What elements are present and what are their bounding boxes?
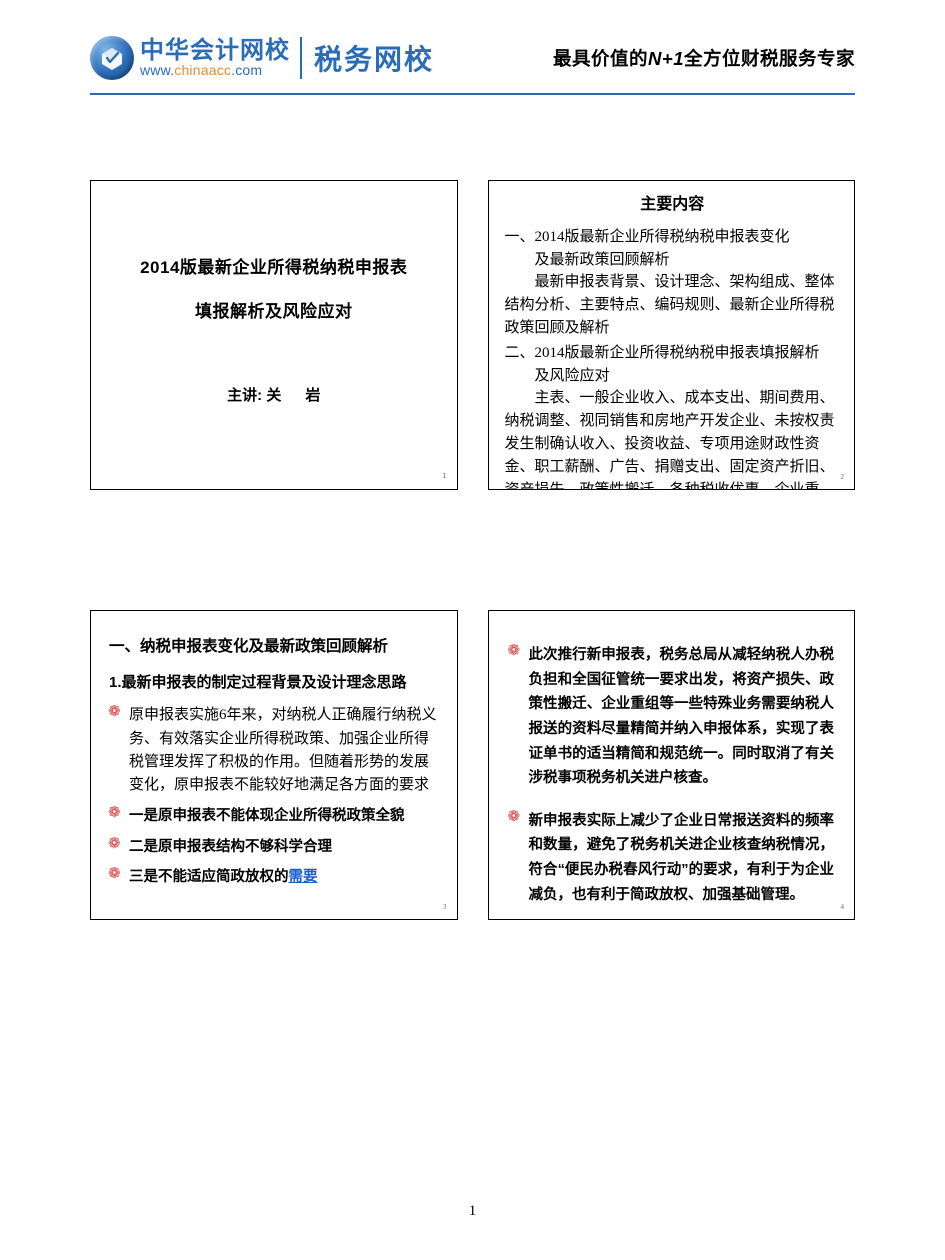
- flower-icon: [109, 870, 123, 884]
- slide1-subtitle: 填报解析及风险应对: [195, 299, 353, 325]
- slide1-pagenum: 1: [443, 472, 447, 483]
- tagline-tail: 全方位财税服务专家: [684, 48, 855, 69]
- slide4-bullet-2: 新申报表实际上减少了企业日常报送资料的频率和数量，避免了税务机关进企业核查纳税情…: [509, 809, 835, 908]
- slide-3: 一、纳税申报表变化及最新政策回顾解析 1.最新申报表的制定过程背景及设计理念思路…: [90, 610, 458, 920]
- logo-icon: [90, 36, 134, 80]
- page-footer: 1: [0, 1203, 945, 1220]
- slide3-b2-text: 一是原申报表不能体现企业所得税政策全貌: [129, 805, 439, 827]
- page-header: 中华会计网校 www.chinaacc.com 税务网校 最具价值的N+1全方位…: [90, 25, 855, 95]
- flower-icon: [509, 647, 523, 661]
- slide4-bullet-1: 此次推行新申报表，税务总局从减轻纳税人办税负担和全国征管统一要求出发，将资产损失…: [509, 643, 835, 791]
- tagline-head: 最具价值的: [553, 48, 648, 69]
- logo-en-prefix: www.: [140, 62, 174, 78]
- slide1-title: 2014版最新企业所得税纳税申报表: [140, 255, 407, 281]
- slide4-b1-text: 此次推行新申报表，税务总局从减轻纳税人办税负担和全国征管统一要求出发，将资产损失…: [529, 643, 835, 791]
- slide4-b2-text: 新申报表实际上减少了企业日常报送资料的频率和数量，避免了税务机关进企业核查纳税情…: [529, 809, 835, 908]
- slide3-b4-link[interactable]: 需要: [289, 869, 318, 885]
- slides-grid: 2014版最新企业所得税纳税申报表 填报解析及风险应对 主讲: 关 岩 1 主要内…: [90, 180, 855, 920]
- site-title: 税务网校: [314, 38, 434, 78]
- slide-4: 此次推行新申报表，税务总局从减轻纳税人办税负担和全国征管统一要求出发，将资产损失…: [488, 610, 856, 920]
- logo-en-orange: chinaacc: [174, 62, 231, 78]
- slide3-bullet-3: 二是原申报表结构不够科学合理: [109, 836, 439, 858]
- slide3-b1-text: 原申报表实施6年来，对纳税人正确履行纳税义务、有效落实企业所得税政策、加强企业所…: [129, 704, 439, 797]
- speaker-name: 岩: [305, 387, 320, 404]
- slide-1: 2014版最新企业所得税纳税申报表 填报解析及风险应对 主讲: 关 岩 1: [90, 180, 458, 490]
- slide2-para1: 最新申报表背景、设计理念、架构组成、整体结构分析、主要特点、编码规则、最新企业所…: [505, 271, 841, 339]
- slide3-b3-text: 二是原申报表结构不够科学合理: [129, 836, 439, 858]
- slide2-heading: 主要内容: [505, 193, 841, 218]
- logo-cn-text: 中华会计网校: [140, 39, 290, 63]
- slide3-bullet-2: 一是原申报表不能体现企业所得税政策全貌: [109, 805, 439, 827]
- slide2-sec2b: 及风险应对: [505, 365, 841, 388]
- slide2-sec1b: 及最新政策回顾解析: [505, 249, 841, 272]
- tagline-n1: N+1: [648, 48, 684, 69]
- slide3-pagenum: 3: [443, 902, 447, 913]
- logo-block: 中华会计网校 www.chinaacc.com: [90, 36, 290, 80]
- slide3-h2: 1.最新申报表的制定过程背景及设计理念思路: [109, 671, 439, 694]
- slide2-sec1: 一、2014版最新企业所得税纳税申报表变化: [505, 226, 841, 249]
- vertical-divider: [300, 37, 302, 79]
- logo-en-suffix: .com: [231, 62, 262, 78]
- slide3-bullet-4: 三是不能适应简政放权的需要: [109, 866, 439, 888]
- slide-2: 主要内容 一、2014版最新企业所得税纳税申报表变化 及最新政策回顾解析 最新申…: [488, 180, 856, 490]
- slide2-pagenum: 2: [841, 472, 845, 483]
- slide1-speaker: 主讲: 关 岩: [227, 384, 320, 407]
- slide3-b4-a: 三是不能适应简政放权的: [129, 869, 289, 885]
- logo-en-text: www.chinaacc.com: [140, 63, 290, 77]
- slide2-sec2: 二、2014版最新企业所得税纳税申报表填报解析: [505, 342, 841, 365]
- slide3-h1: 一、纳税申报表变化及最新政策回顾解析: [109, 635, 439, 659]
- slide3-b4-text: 三是不能适应简政放权的需要: [129, 866, 439, 888]
- flower-icon: [109, 708, 123, 722]
- flower-icon: [109, 809, 123, 823]
- slide4-pagenum: 4: [841, 902, 845, 913]
- slide3-bullet-1: 原申报表实施6年来，对纳税人正确履行纳税义务、有效落实企业所得税政策、加强企业所…: [109, 704, 439, 797]
- flower-icon: [109, 840, 123, 854]
- logo-text: 中华会计网校 www.chinaacc.com: [140, 39, 290, 77]
- slide2-para2: 主表、一般企业收入、成本支出、期间费用、纳税调整、视同销售和房地产开发企业、未按…: [505, 387, 841, 490]
- speaker-label: 主讲: 关: [227, 387, 281, 404]
- flower-icon: [509, 813, 523, 827]
- tagline: 最具价值的N+1全方位财税服务专家: [553, 45, 855, 71]
